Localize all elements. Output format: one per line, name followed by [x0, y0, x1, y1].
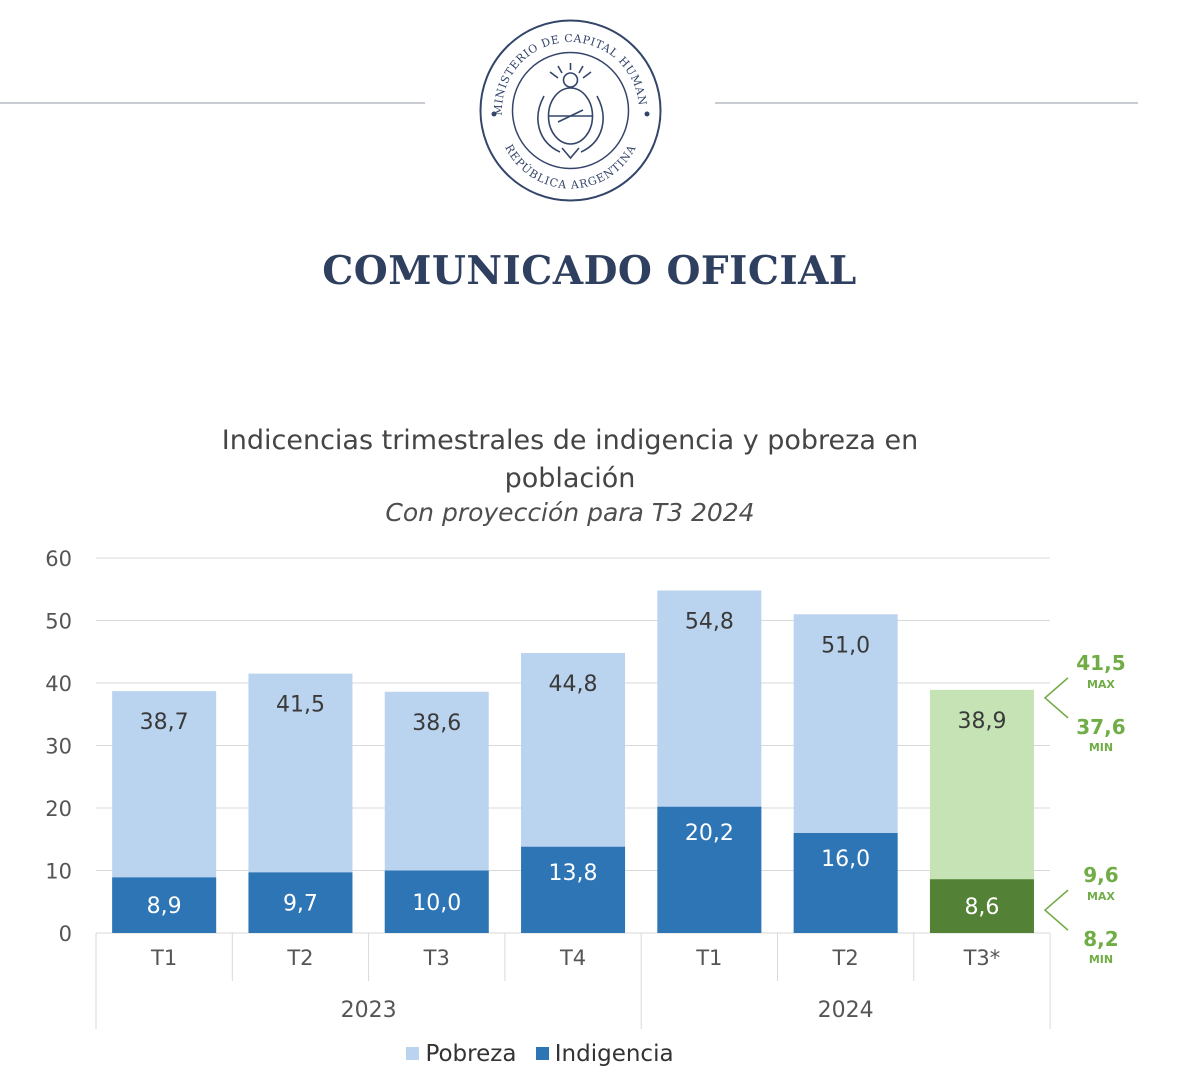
- data-label-indigencia: 16,0: [821, 847, 870, 872]
- chart-title-line-2: población: [504, 463, 636, 494]
- range-min-value: 37,6: [1076, 715, 1125, 739]
- range-max-label: MAX: [1087, 890, 1115, 903]
- legend-swatch-indigencia: [535, 1047, 549, 1060]
- legend-label-indigencia: Indigencia: [554, 1040, 674, 1067]
- y-tick-label: 10: [45, 860, 72, 884]
- range-max-value: 41,5: [1076, 651, 1125, 675]
- data-label-indigencia: 8,9: [147, 894, 182, 919]
- ministry-seal: MINISTERIO DE CAPITAL HUMANO REPÚBLICA A…: [478, 18, 662, 202]
- x-group-label: 2024: [818, 998, 874, 1023]
- x-tick-label: T1: [695, 946, 722, 970]
- bar-indigencia: [112, 877, 217, 933]
- data-label-pobreza: 51,0: [821, 633, 870, 658]
- header-rule-left: [0, 102, 425, 104]
- bar-indigencia: [929, 879, 1034, 933]
- header-rule-right: [715, 102, 1138, 104]
- coat-of-arms-icon: [537, 63, 604, 160]
- y-tick-label: 50: [45, 610, 72, 634]
- data-label-pobreza: 44,8: [549, 672, 598, 697]
- range-max-value: 9,6: [1083, 863, 1118, 887]
- x-tick-label: T2: [286, 946, 313, 970]
- range-min-label: MIN: [1089, 741, 1113, 754]
- data-label-pobreza: 38,9: [957, 709, 1006, 734]
- chart-subtitle: Con proyección para T3 2024: [385, 498, 755, 527]
- data-label-pobreza: 38,7: [140, 710, 189, 735]
- legend-label-pobreza: Pobreza: [425, 1040, 517, 1067]
- data-label-pobreza: 41,5: [276, 693, 325, 718]
- x-tick-label: T1: [150, 946, 177, 970]
- poverty-chart: 0 10 20 30 40 50 60 38,7 8,9 T1 41,5 9,7 T2 38,6 10,0 T…: [45, 547, 1126, 1029]
- bar-indigencia: [384, 870, 489, 933]
- seal-text-bottom: REPÚBLICA ARGENTINA: [502, 142, 638, 192]
- data-label-pobreza: 38,6: [412, 711, 461, 736]
- y-tick-label: 30: [45, 735, 72, 759]
- range-max-label: MAX: [1087, 678, 1115, 691]
- x-group-label: 2023: [341, 998, 397, 1023]
- data-label-indigencia: 9,7: [283, 892, 318, 917]
- data-label-indigencia: 20,2: [685, 821, 734, 846]
- y-tick-label: 0: [59, 922, 72, 946]
- legend-swatch-pobreza: [406, 1047, 420, 1060]
- bar-indigencia: [521, 846, 626, 933]
- svg-text:REPÚBLICA ARGENTINA: REPÚBLICA ARGENTINA: [502, 142, 639, 192]
- bar-indigencia: [657, 806, 762, 933]
- chart-legend: Pobreza Indigencia: [0, 1040, 1080, 1067]
- range-min-value: 8,2: [1083, 927, 1118, 951]
- x-tick-label: T3: [423, 946, 450, 970]
- range-bracket: [1043, 889, 1069, 931]
- y-tick-label: 20: [45, 797, 72, 821]
- svg-text:MINISTERIO DE CAPITAL HUMANO: MINISTERIO DE CAPITAL HUMANO: [478, 18, 649, 116]
- range-bracket: [1043, 677, 1069, 719]
- x-tick-label: T4: [559, 946, 586, 970]
- seal-text-top: MINISTERIO DE CAPITAL HUMANO: [478, 18, 648, 116]
- document-title: COMUNICADO OFICIAL: [322, 248, 857, 294]
- data-label-indigencia: 10,0: [412, 891, 461, 916]
- legend-item-pobreza: Pobreza: [406, 1041, 516, 1067]
- range-min-label: MIN: [1089, 953, 1113, 966]
- chart-title: Indicencias trimestrales de indigencia y…: [120, 422, 1020, 498]
- data-label-pobreza: 54,8: [685, 610, 734, 635]
- bar-indigencia: [793, 833, 898, 933]
- x-tick-label: T2: [832, 946, 859, 970]
- y-tick-label: 40: [45, 672, 72, 696]
- data-label-indigencia: 8,6: [964, 895, 999, 920]
- x-tick-label: T3*: [963, 946, 1001, 970]
- legend-item-indigencia: Indigencia: [535, 1040, 674, 1067]
- y-tick-label: 60: [45, 547, 72, 571]
- bar-indigencia: [248, 872, 353, 933]
- data-label-indigencia: 13,8: [549, 861, 598, 886]
- chart-title-line-1: Indicencias trimestrales de indigencia y…: [221, 425, 919, 456]
